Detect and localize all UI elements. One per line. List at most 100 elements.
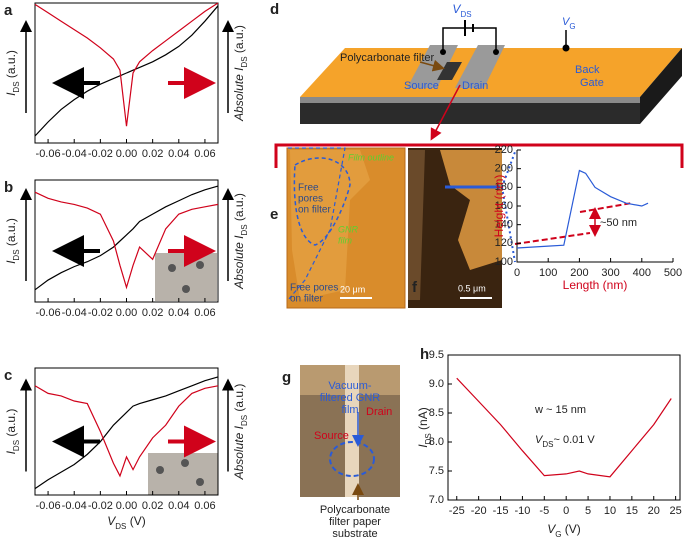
data-line bbox=[456, 377, 672, 478]
y-tick-label: 200 bbox=[495, 163, 513, 175]
x-tick-label: 500 bbox=[664, 267, 682, 279]
x-tick-label: -25 bbox=[449, 505, 465, 517]
y-tick-label: 8.5 bbox=[429, 407, 444, 419]
label: 0.5 μm bbox=[458, 283, 486, 293]
y-axis-label-part: (a.u.) bbox=[4, 50, 18, 81]
x-axis-label-part: V bbox=[107, 514, 116, 528]
label: film bbox=[341, 404, 358, 416]
x-tick-label: 0.06 bbox=[194, 148, 215, 160]
x-tick-label: 25 bbox=[669, 505, 681, 517]
x-tick-label: -0.02 bbox=[88, 148, 113, 160]
data-line bbox=[34, 2, 219, 127]
x-tick-label: 20 bbox=[648, 505, 660, 517]
label: substrate bbox=[332, 528, 377, 540]
label: filtered GNR bbox=[320, 392, 381, 404]
data-line bbox=[516, 169, 649, 249]
label: Source bbox=[314, 430, 349, 442]
plot-frame bbox=[447, 354, 681, 501]
label: film bbox=[338, 235, 352, 245]
y-axis-label: Height (nm) bbox=[492, 175, 506, 238]
panel-label: e bbox=[270, 206, 278, 223]
x-axis-label-part: G bbox=[555, 530, 561, 539]
sem-image bbox=[286, 147, 406, 309]
y-axis-label-part: I bbox=[4, 92, 18, 96]
y-axis-label-part: Height (nm) bbox=[492, 175, 506, 238]
label: Vacuum- bbox=[328, 380, 372, 392]
x-tick-label: 0.06 bbox=[194, 307, 215, 319]
label: Polycarbonate filter bbox=[340, 52, 434, 64]
x-tick-label: 200 bbox=[570, 267, 588, 279]
x-tick-label: 0.02 bbox=[142, 307, 163, 319]
x-tick-label: 10 bbox=[604, 505, 616, 517]
label-part: G bbox=[569, 22, 575, 31]
label-part: DS bbox=[460, 10, 471, 19]
y-axis-label-part: (a.u.) bbox=[4, 218, 18, 249]
label: on filter bbox=[290, 294, 323, 305]
y2-axis-label-part: DS bbox=[240, 224, 249, 235]
y-axis-label-part: (nA) bbox=[416, 407, 430, 433]
x-tick-label: -5 bbox=[539, 505, 549, 517]
x-tick-label: 0.04 bbox=[168, 307, 189, 319]
x-axis-label-part: DS bbox=[115, 522, 126, 531]
x-tick-label: 0.06 bbox=[194, 500, 215, 512]
inset-photos bbox=[148, 253, 218, 495]
y2-axis-label-part: Absolute I bbox=[232, 425, 246, 480]
y-tick-label: 100 bbox=[495, 256, 513, 268]
x-tick-label: -0.06 bbox=[36, 148, 61, 160]
y-tick-label: 9.0 bbox=[429, 378, 444, 390]
panel-label: b bbox=[4, 179, 13, 196]
label: 20 μm bbox=[340, 284, 365, 294]
annotation-part: w bbox=[534, 404, 543, 416]
y-axis-label-part: DS bbox=[424, 433, 433, 444]
x-tick-label: 0.00 bbox=[116, 148, 137, 160]
panel-label: d bbox=[270, 1, 279, 18]
y-axis-label-part: I bbox=[4, 260, 18, 264]
data-line bbox=[34, 191, 219, 290]
x-axis-label-part: (V) bbox=[126, 514, 145, 528]
y2-axis-label: Absolute IDS (a.u.) bbox=[232, 193, 248, 290]
annotation-part: ~ 0.01 V bbox=[553, 434, 595, 446]
x-axis-label: VG (V) bbox=[547, 522, 581, 538]
x-axis-label: Length (nm) bbox=[563, 278, 628, 292]
annotation-part: ~50 nm bbox=[600, 217, 637, 229]
data-line bbox=[34, 385, 219, 478]
y-axis-label: IDS (nA) bbox=[416, 407, 432, 447]
y-axis-label-part: I bbox=[4, 450, 18, 454]
device-photo bbox=[300, 365, 400, 500]
label: Drain bbox=[462, 80, 488, 92]
y-axis-label-part: DS bbox=[12, 249, 21, 260]
y-axis-label: IDS (a.u.) bbox=[4, 409, 20, 455]
label: Film outline bbox=[348, 152, 394, 162]
x-axis-label-part: V bbox=[547, 522, 556, 536]
x-tick-label: 0 bbox=[514, 267, 520, 279]
x-tick-label: 0.00 bbox=[116, 307, 137, 319]
y-axis-label: IDS (a.u.) bbox=[4, 50, 20, 96]
y-axis-label-part: DS bbox=[12, 440, 21, 451]
x-tick-label: 5 bbox=[585, 505, 591, 517]
x-tick-label: -0.02 bbox=[88, 500, 113, 512]
x-axis-label-part: (V) bbox=[561, 522, 580, 536]
y-tick-label: 160 bbox=[495, 200, 513, 212]
label: on filter bbox=[298, 205, 331, 216]
y-tick-label: 140 bbox=[495, 219, 513, 231]
y2-axis-label-part: (a.u.) bbox=[232, 193, 246, 224]
panel-label: a bbox=[4, 2, 13, 19]
label: Polycarbonate bbox=[320, 504, 390, 516]
y2-axis-label-part: DS bbox=[240, 56, 249, 67]
x-axis-label-part: Length (nm) bbox=[563, 278, 628, 292]
panel-label: g bbox=[282, 369, 291, 386]
x-tick-label: 100 bbox=[539, 267, 557, 279]
label-part: V bbox=[562, 16, 571, 28]
y2-axis-label-part: (a.u.) bbox=[232, 384, 246, 415]
annotation-part: ~ 15 nm bbox=[543, 404, 586, 416]
device-diagram bbox=[274, 20, 684, 168]
y2-axis-label: Absolute IDS (a.u.) bbox=[232, 25, 248, 122]
y-tick-label: 7.0 bbox=[429, 494, 444, 506]
y-tick-label: 7.5 bbox=[429, 465, 444, 477]
x-tick-label: 0.04 bbox=[168, 500, 189, 512]
annotation: w ~ 15 nm bbox=[534, 404, 586, 416]
annotation: VDS~ 0.01 V bbox=[535, 434, 595, 449]
label: Back bbox=[575, 64, 600, 76]
label: filter paper bbox=[329, 516, 381, 528]
